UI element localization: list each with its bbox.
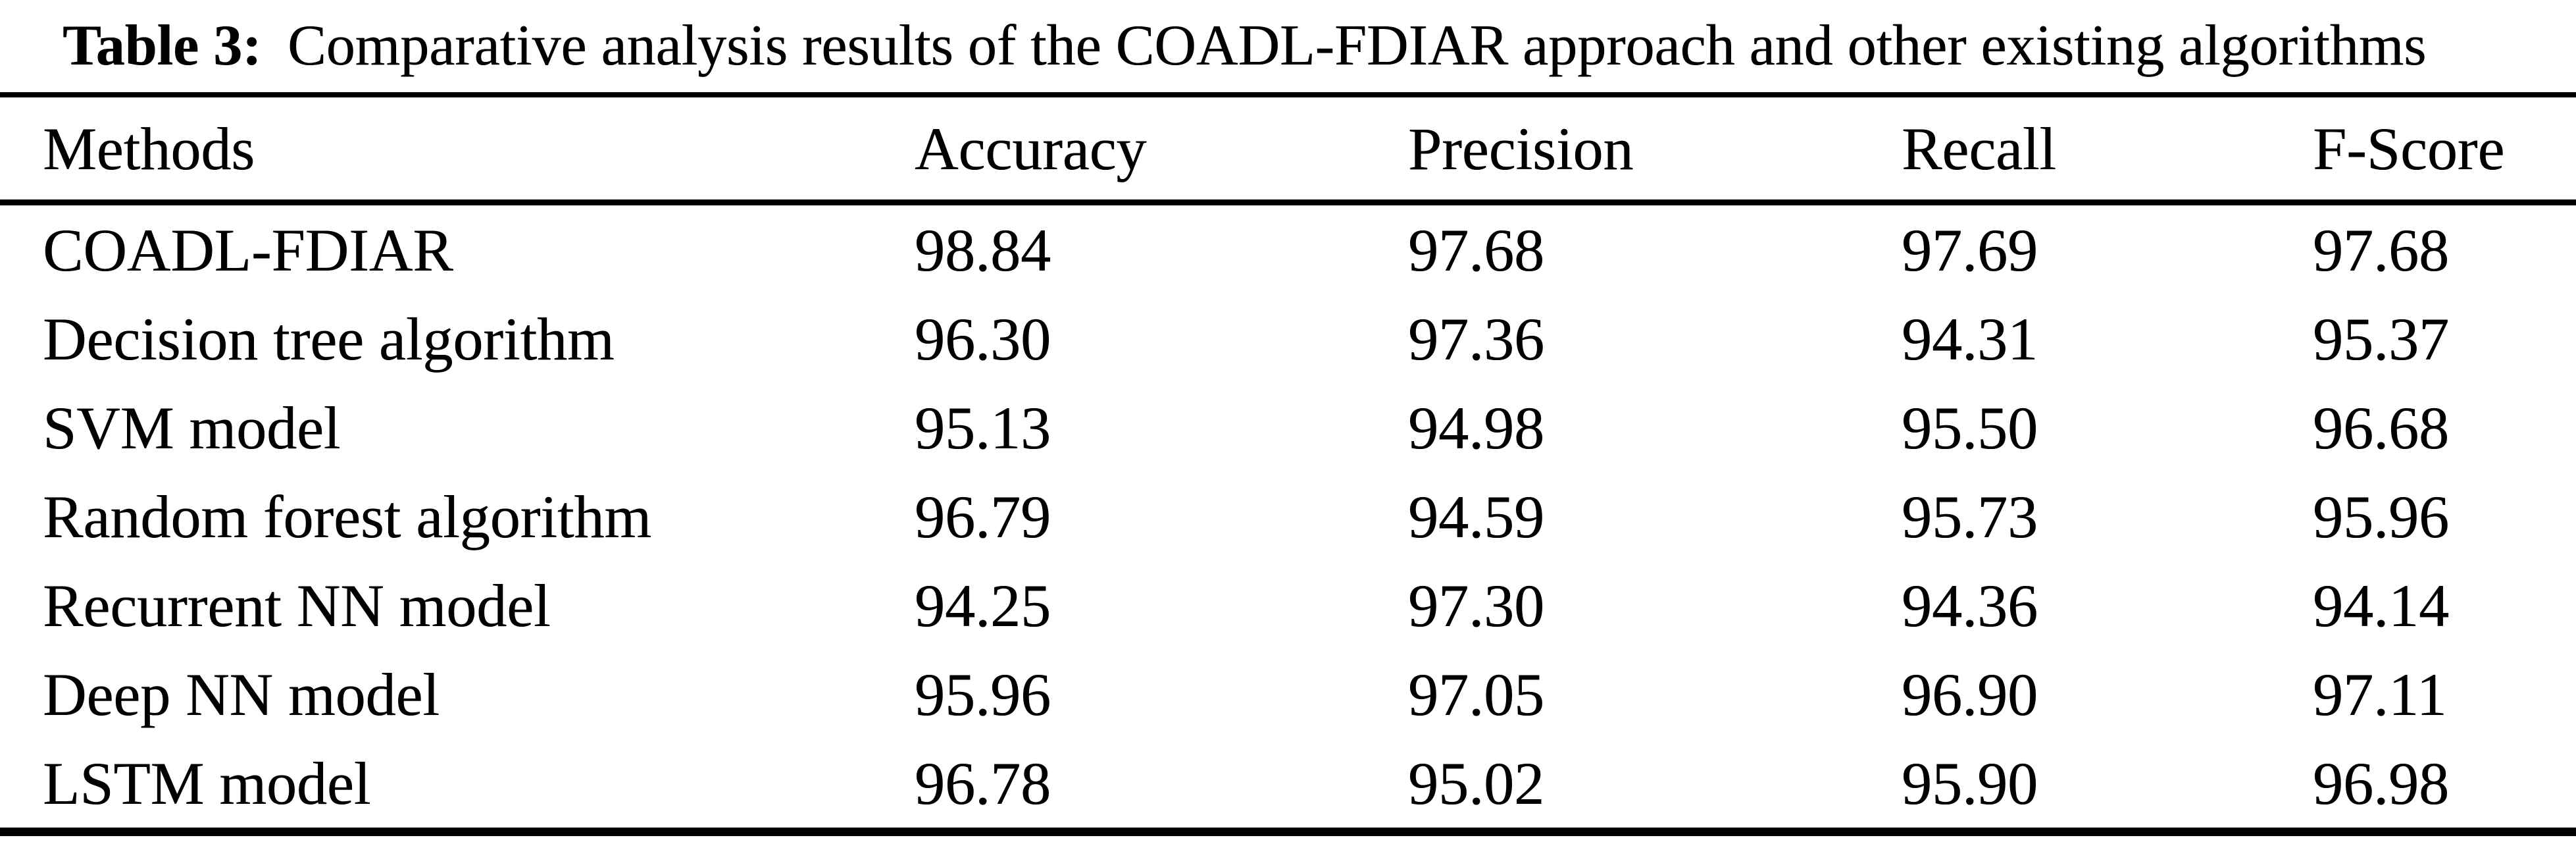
precision-cell: 97.30: [1408, 571, 1544, 639]
accuracy-cell: 95.13: [915, 394, 1051, 462]
table-caption-label: Table 3:: [63, 14, 262, 78]
precision-cell: 95.02: [1408, 749, 1544, 817]
column-header-precision: Precision: [1408, 95, 1902, 205]
precision-cell: 97.05: [1408, 660, 1544, 728]
method-cell: LSTM model: [43, 749, 371, 817]
recall-cell: 94.31: [1902, 305, 2038, 373]
fscore-cell: 97.68: [2313, 216, 2449, 284]
table-row: Decision tree algorithm 96.30 97.36 94.3…: [0, 294, 2576, 383]
recall-cell: 95.50: [1902, 394, 2038, 462]
precision-cell: 94.98: [1408, 394, 1544, 462]
column-header-accuracy: Accuracy: [915, 95, 1408, 205]
method-cell: COADL-FDIAR: [43, 216, 453, 284]
column-header-fscore: F-Score: [2313, 95, 2576, 205]
recall-cell: 95.90: [1902, 749, 2038, 817]
accuracy-cell: 96.78: [915, 749, 1051, 817]
table-row: SVM model 95.13 94.98 95.50 96.68: [0, 383, 2576, 472]
table-caption-text: Comparative analysis results of the COAD…: [287, 14, 2427, 78]
accuracy-cell: 94.25: [915, 571, 1051, 639]
fscore-cell: 95.96: [2313, 483, 2449, 550]
accuracy-cell: 96.79: [915, 483, 1051, 550]
table-row: COADL-FDIAR 98.84 97.68 97.69 97.68: [0, 203, 2576, 295]
results-table: Methods Accuracy Precision Recall F-Scor…: [0, 92, 2576, 836]
recall-cell: 94.36: [1902, 571, 2038, 639]
fscore-cell: 97.11: [2313, 660, 2447, 728]
fscore-cell: 95.37: [2313, 305, 2449, 373]
accuracy-cell: 98.84: [915, 216, 1051, 284]
fscore-cell: 96.68: [2313, 394, 2449, 462]
recall-cell: 97.69: [1902, 216, 2038, 284]
method-cell: SVM model: [43, 394, 341, 462]
table-caption: Table 3: Comparative analysis results of…: [0, 0, 2576, 92]
precision-cell: 94.59: [1408, 483, 1544, 550]
table-row: Deep NN model 95.96 97.05 96.90 97.11: [0, 650, 2576, 739]
precision-cell: 97.36: [1408, 305, 1544, 373]
table-row: Random forest algorithm 96.79 94.59 95.7…: [0, 472, 2576, 561]
precision-cell: 97.68: [1408, 216, 1544, 284]
recall-cell: 96.90: [1902, 660, 2038, 728]
column-header-recall: Recall: [1902, 95, 2313, 205]
column-header-methods: Methods: [0, 95, 915, 205]
method-cell: Random forest algorithm: [43, 483, 651, 550]
method-cell: Decision tree algorithm: [43, 305, 615, 373]
fscore-cell: 94.14: [2313, 571, 2449, 639]
header-row: Methods Accuracy Precision Recall F-Scor…: [0, 95, 2576, 205]
recall-cell: 95.73: [1902, 483, 2038, 550]
method-cell: Deep NN model: [43, 660, 440, 728]
table-row: Recurrent NN model 94.25 97.30 94.36 94.…: [0, 561, 2576, 650]
method-cell: Recurrent NN model: [43, 571, 551, 639]
fscore-cell: 96.98: [2313, 749, 2449, 817]
accuracy-cell: 95.96: [915, 660, 1051, 728]
accuracy-cell: 96.30: [915, 305, 1051, 373]
table-row: LSTM model 96.78 95.02 95.90 96.98: [0, 739, 2576, 832]
